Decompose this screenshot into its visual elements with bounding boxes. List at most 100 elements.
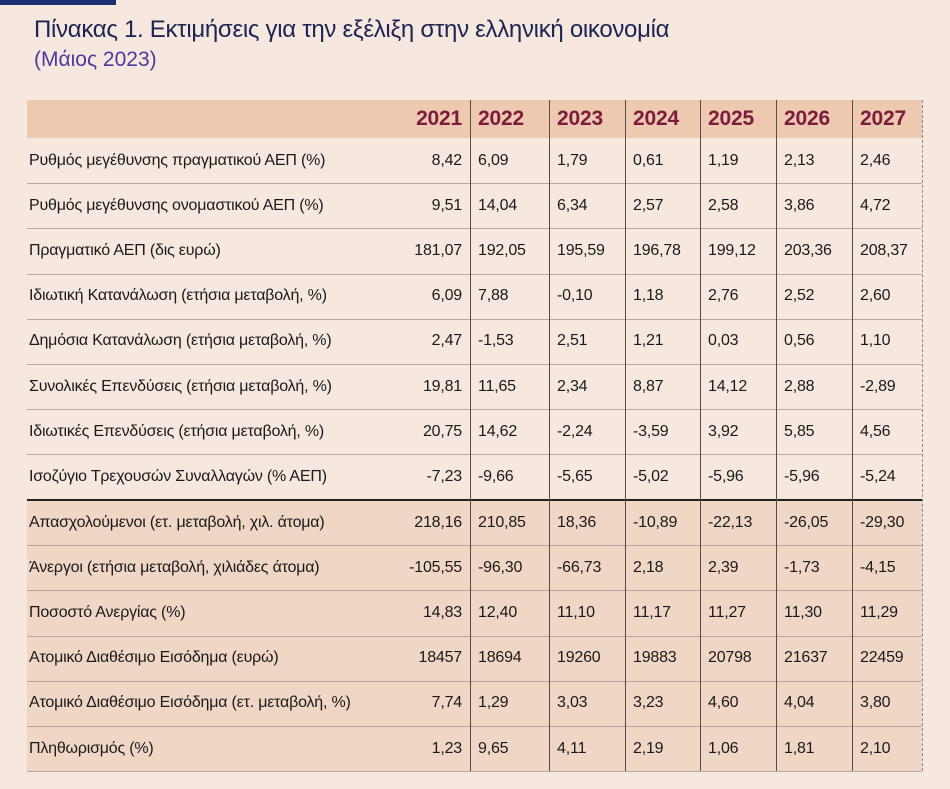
value-cell: 2,88 [784, 377, 815, 395]
year-header: 2023 [557, 107, 603, 130]
value-cell: 2,76 [708, 287, 739, 305]
value-cell: 6,09 [431, 287, 463, 305]
column-divider [625, 100, 626, 772]
value-cell: 2,19 [633, 739, 664, 757]
value-cell: 203,36 [784, 241, 832, 259]
value-cell: 2,34 [557, 377, 588, 395]
value-cell: 4,04 [784, 694, 815, 712]
value-cell: -4,15 [860, 558, 896, 576]
value-cell: 1,81 [784, 739, 815, 757]
value-cell: 14,04 [478, 196, 518, 214]
value-cell: 1,18 [633, 287, 664, 305]
column-divider [549, 100, 550, 772]
row-divider [27, 409, 922, 411]
row-label: Ιδιωτικές Επενδύσεις (ετήσια μεταβολή, %… [29, 422, 324, 440]
value-cell: 4,60 [708, 694, 739, 712]
value-cell: 181,07 [414, 241, 462, 259]
value-cell: 1,29 [478, 694, 509, 712]
value-cell: 20798 [708, 649, 752, 667]
value-cell: 6,34 [557, 196, 588, 214]
row-divider [27, 635, 922, 637]
row-label: Συνολικές Επενδύσεις (ετήσια μεταβολή, %… [29, 377, 332, 395]
column-divider [700, 100, 701, 772]
value-cell: 18,36 [557, 513, 597, 531]
year-header: 2021 [416, 107, 462, 130]
value-cell: 11,30 [784, 603, 822, 621]
value-cell: 4,11 [557, 739, 587, 757]
row-divider [27, 771, 922, 773]
value-cell: -2,24 [557, 422, 593, 440]
value-cell: 4,72 [860, 196, 891, 214]
value-cell: 2,51 [557, 332, 588, 350]
row-divider [27, 364, 922, 365]
column-divider [470, 100, 471, 772]
row-divider [27, 273, 922, 275]
column-divider [776, 100, 777, 772]
row-label: Δημόσια Κατανάλωση (ετήσια μεταβολή, %) [29, 332, 332, 350]
row-label: Άνεργοι (ετήσια μεταβολή, χιλιάδες άτομα… [29, 558, 320, 576]
year-header: 2022 [478, 107, 524, 130]
value-cell: 208,37 [860, 241, 908, 259]
right-edge [922, 100, 924, 772]
value-cell: -2,89 [860, 377, 896, 395]
value-cell: 7,88 [478, 287, 509, 305]
value-cell: 2,46 [860, 151, 891, 169]
value-cell: 2,57 [633, 196, 664, 214]
subtitle: (Μάιος 2023) [34, 48, 157, 71]
value-cell: 3,86 [784, 196, 815, 214]
value-cell: 6,09 [478, 151, 509, 169]
value-cell: 11,65 [478, 377, 516, 395]
value-cell: 2,39 [708, 558, 739, 576]
year-header: 2027 [860, 107, 906, 130]
value-cell: 1,23 [431, 739, 463, 757]
row-divider [27, 454, 922, 456]
value-cell: -5,65 [557, 467, 593, 485]
value-cell: 1,19 [708, 151, 739, 169]
value-cell: 192,05 [478, 241, 526, 259]
value-cell: 21637 [784, 649, 828, 667]
title: Πίνακας 1. Εκτιμήσεις για την εξέλιξη στ… [34, 16, 670, 43]
section-divider [27, 499, 922, 501]
value-cell: 2,52 [784, 287, 815, 305]
value-cell: 3,23 [633, 694, 664, 712]
value-cell: -7,23 [426, 467, 463, 485]
value-cell: 14,83 [422, 603, 462, 621]
value-cell: 1,06 [708, 739, 739, 757]
value-cell: 19,81 [422, 377, 462, 395]
value-cell: 19883 [633, 649, 677, 667]
row-label: Πληθωρισμός (%) [29, 739, 154, 757]
year-header: 2026 [784, 107, 830, 130]
value-cell: 3,03 [557, 694, 588, 712]
value-cell: 14,62 [478, 422, 518, 440]
value-cell: 2,58 [708, 196, 739, 214]
row-label: Απασχολούμενοι (ετ. μεταβολή, χιλ. άτομα… [29, 513, 325, 531]
value-cell: 3,80 [860, 694, 891, 712]
value-cell: 210,85 [478, 513, 526, 531]
value-cell: 20,75 [422, 422, 462, 440]
row-divider [27, 183, 922, 185]
value-cell: 2,10 [860, 739, 891, 757]
value-cell: 218,16 [414, 513, 462, 531]
row-label: Ρυθμός μεγέθυνσης πραγματικού ΑΕΠ (%) [29, 151, 326, 169]
value-cell: -0,10 [557, 287, 593, 305]
row-label: Ατομικό Διαθέσιμο Εισόδημα (ευρώ) [29, 649, 279, 667]
value-cell: -9,66 [478, 467, 514, 485]
row-label: Ισοζύγιο Τρεχουσών Συναλλαγών (% ΑΕΠ) [29, 467, 327, 485]
value-cell: 8,87 [633, 377, 664, 395]
value-cell: -1,53 [478, 332, 514, 350]
value-cell: 12,40 [478, 603, 518, 621]
value-cell: -10,89 [633, 513, 678, 531]
row-divider [27, 318, 922, 320]
value-cell: 196,78 [633, 241, 681, 259]
value-cell: 2,47 [431, 332, 463, 350]
value-cell: 1,79 [557, 151, 588, 169]
value-cell: 14,12 [708, 377, 748, 395]
value-cell: -3,59 [633, 422, 669, 440]
row-divider [27, 680, 922, 682]
value-cell: 0,61 [633, 151, 664, 169]
value-cell: 22459 [860, 649, 904, 667]
row-divider [27, 726, 922, 727]
value-cell: 9,51 [431, 196, 463, 214]
value-cell: -22,13 [708, 513, 753, 531]
